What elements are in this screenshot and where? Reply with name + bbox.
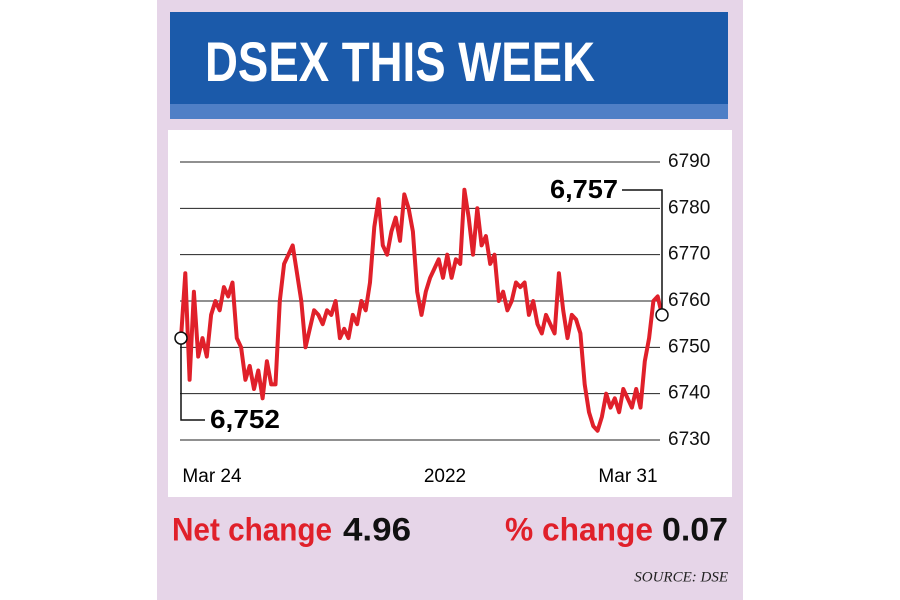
annotation-leader [180,338,205,421]
y-tick-label: 6730 [668,429,710,450]
banner-strip [170,103,728,119]
banner [170,12,728,104]
y-tick-label: 6790 [668,151,710,172]
x-label: Mar 31 [598,466,657,487]
source: SOURCE: DSE [634,569,728,585]
stat-label: Net change [172,511,332,547]
x-label: 2022 [424,466,466,487]
chart-title: DSEX THIS WEEK [205,30,595,93]
stat-label: % change [505,511,653,547]
annotation-point [655,308,669,322]
y-tick-label: 6770 [668,244,710,265]
y-tick-label: 6740 [668,383,710,404]
y-tick-label: 6780 [668,197,710,218]
y-tick-label: 6760 [668,290,710,311]
stat-value: 4.96 [343,511,411,547]
stat-value: 0.07 [662,511,728,547]
annotation-point [174,331,188,345]
chart-area [168,130,732,497]
y-tick-label: 6750 [668,336,710,357]
annotation-leader [622,189,663,315]
annotation-label: 6,757 [550,174,618,204]
line [179,187,664,433]
x-label: Mar 24 [182,466,242,487]
annotation-label: 6,752 [210,404,280,434]
